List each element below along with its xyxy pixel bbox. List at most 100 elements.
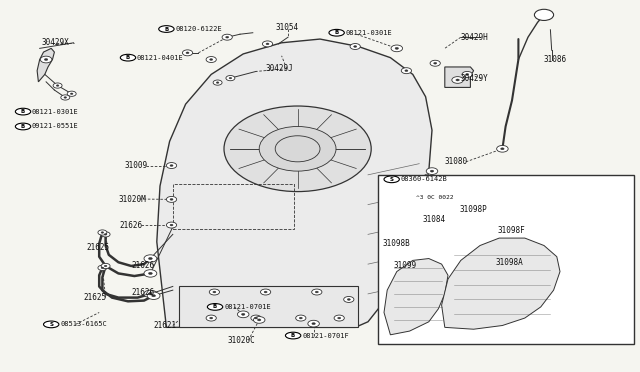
Circle shape	[350, 44, 360, 49]
Circle shape	[101, 267, 104, 269]
Circle shape	[260, 289, 271, 295]
Circle shape	[166, 222, 177, 228]
Circle shape	[226, 76, 235, 81]
Circle shape	[144, 290, 157, 298]
Bar	[378, 175, 634, 344]
Circle shape	[166, 196, 177, 202]
Circle shape	[434, 62, 436, 64]
Circle shape	[259, 126, 336, 171]
Circle shape	[405, 70, 408, 71]
Text: 21626: 21626	[131, 262, 154, 270]
Circle shape	[241, 313, 245, 315]
Circle shape	[209, 289, 220, 295]
Text: 31020C: 31020C	[227, 336, 255, 345]
Polygon shape	[179, 286, 358, 327]
Circle shape	[148, 272, 152, 275]
Circle shape	[40, 56, 52, 63]
Circle shape	[98, 230, 107, 235]
Circle shape	[466, 74, 468, 75]
Circle shape	[226, 36, 228, 38]
Text: 31020M: 31020M	[118, 195, 146, 203]
Text: 21626: 21626	[120, 221, 143, 230]
Bar	[173, 184, 294, 229]
Circle shape	[101, 232, 104, 233]
Text: B: B	[21, 109, 25, 114]
Circle shape	[296, 315, 306, 321]
Circle shape	[166, 163, 177, 169]
Text: 30429X: 30429X	[42, 38, 69, 47]
Text: B: B	[213, 304, 217, 310]
Text: S: S	[390, 177, 394, 182]
Text: B: B	[164, 26, 168, 32]
Text: 31009: 31009	[125, 161, 148, 170]
Circle shape	[266, 43, 269, 45]
Circle shape	[262, 41, 273, 47]
Circle shape	[144, 270, 157, 277]
Text: B: B	[291, 333, 295, 338]
Circle shape	[170, 224, 173, 226]
Text: 30429H: 30429H	[461, 33, 488, 42]
Circle shape	[312, 323, 316, 325]
Circle shape	[64, 97, 67, 98]
Polygon shape	[442, 238, 560, 329]
Circle shape	[401, 68, 412, 74]
Circle shape	[308, 320, 319, 327]
Ellipse shape	[329, 29, 344, 36]
Text: 30429J: 30429J	[266, 64, 293, 73]
Circle shape	[53, 83, 62, 88]
Circle shape	[104, 234, 107, 235]
Text: 08360-6142B: 08360-6142B	[401, 176, 447, 182]
Text: B: B	[126, 55, 130, 60]
Text: 31098P: 31098P	[460, 205, 487, 214]
Circle shape	[452, 77, 463, 83]
Text: 08121-0401E: 08121-0401E	[137, 55, 184, 61]
Text: 09121-0551E: 09121-0551E	[32, 124, 79, 129]
Circle shape	[418, 206, 420, 207]
Circle shape	[395, 47, 399, 49]
Circle shape	[338, 317, 340, 319]
Polygon shape	[384, 259, 448, 335]
Text: 08121-0701E: 08121-0701E	[224, 304, 271, 310]
Text: 08120-6122E: 08120-6122E	[175, 26, 222, 32]
Text: 08513-6165C: 08513-6165C	[60, 321, 107, 327]
Circle shape	[147, 292, 160, 299]
Text: 31086: 31086	[544, 55, 567, 64]
Text: 31099: 31099	[394, 262, 417, 270]
Circle shape	[186, 52, 189, 54]
Circle shape	[316, 291, 318, 293]
Circle shape	[152, 295, 156, 297]
Circle shape	[101, 263, 110, 269]
Text: 21621: 21621	[154, 321, 177, 330]
Text: B: B	[335, 30, 339, 35]
Circle shape	[61, 95, 70, 100]
Circle shape	[170, 165, 173, 166]
Circle shape	[462, 71, 472, 77]
Circle shape	[216, 82, 219, 83]
Ellipse shape	[285, 332, 301, 339]
Ellipse shape	[120, 54, 136, 61]
Circle shape	[170, 199, 173, 200]
Circle shape	[354, 46, 356, 47]
Text: 31080: 31080	[445, 157, 468, 166]
Text: B: B	[21, 124, 25, 129]
Text: 30429Y: 30429Y	[461, 74, 488, 83]
Ellipse shape	[159, 26, 174, 32]
Circle shape	[430, 170, 434, 172]
Polygon shape	[37, 48, 54, 82]
Circle shape	[98, 265, 107, 270]
Circle shape	[414, 203, 424, 209]
Ellipse shape	[15, 108, 31, 115]
Text: 21625: 21625	[83, 293, 106, 302]
Circle shape	[251, 315, 261, 321]
Circle shape	[213, 291, 216, 293]
Ellipse shape	[384, 176, 399, 183]
Circle shape	[255, 317, 257, 319]
Circle shape	[104, 265, 107, 267]
Circle shape	[44, 58, 48, 61]
Circle shape	[391, 45, 403, 52]
Text: 08121-0301E: 08121-0301E	[346, 30, 392, 36]
Circle shape	[500, 148, 504, 150]
Ellipse shape	[44, 321, 59, 328]
Circle shape	[224, 106, 371, 192]
Circle shape	[148, 293, 152, 295]
